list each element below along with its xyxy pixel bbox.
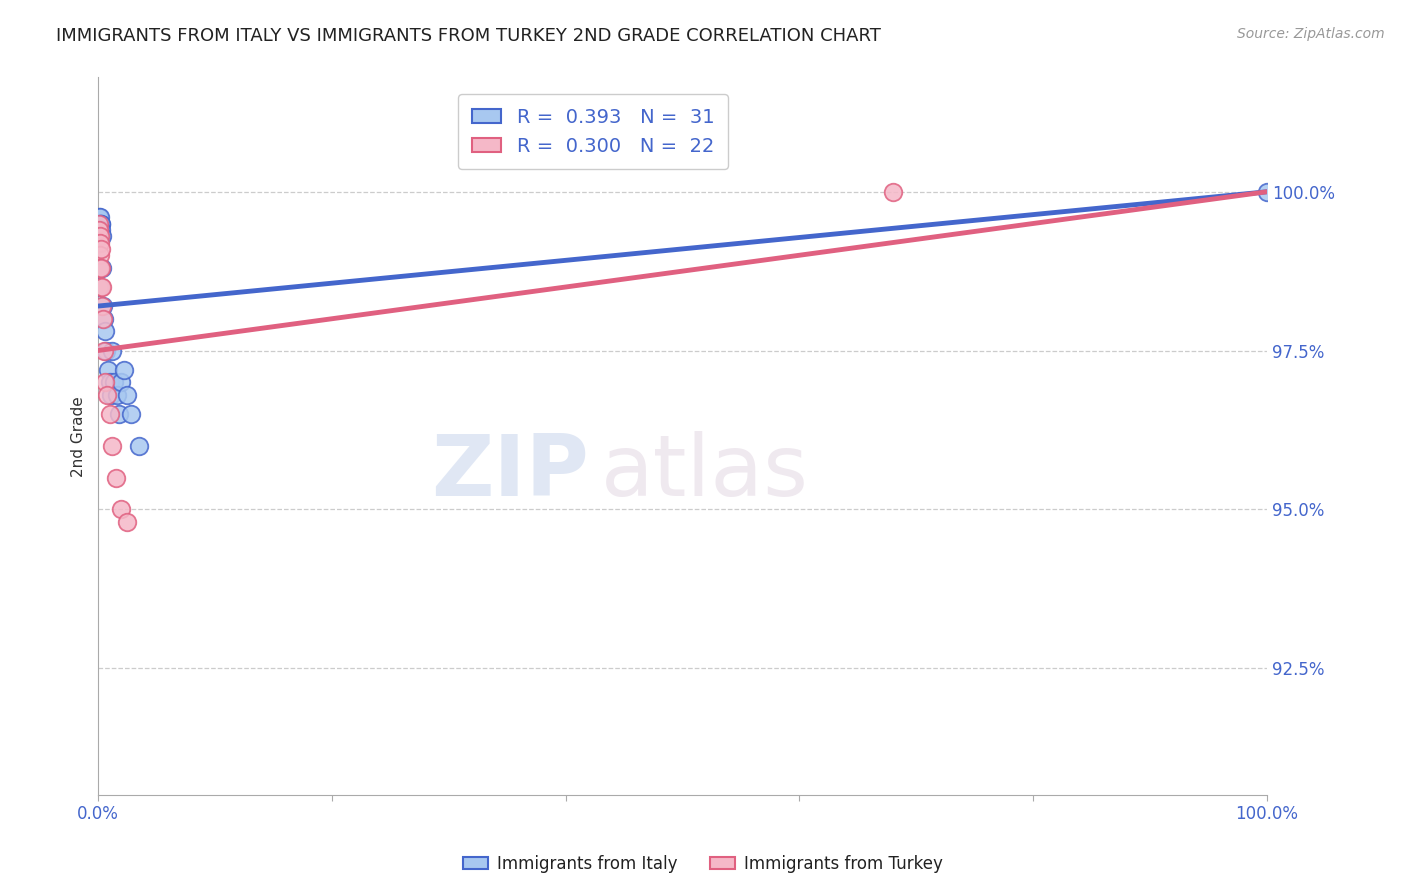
- Point: [104, 470, 127, 484]
- Point: [96, 388, 118, 402]
- Point: [89, 260, 111, 275]
- Point: [100, 388, 122, 402]
- Point: [89, 217, 111, 231]
- Point: [93, 311, 115, 326]
- Point: [90, 229, 112, 244]
- Point: [87, 210, 110, 224]
- Point: [108, 407, 131, 421]
- Point: [90, 242, 112, 256]
- Point: [91, 260, 114, 275]
- Point: [98, 407, 121, 421]
- Point: [89, 217, 111, 231]
- Point: [90, 217, 112, 231]
- Text: atlas: atlas: [600, 431, 808, 514]
- Point: [90, 280, 112, 294]
- Point: [101, 343, 124, 358]
- Point: [90, 223, 112, 237]
- Point: [97, 362, 120, 376]
- Text: ZIP: ZIP: [432, 431, 589, 514]
- Point: [87, 235, 110, 250]
- Point: [103, 376, 125, 390]
- Y-axis label: 2nd Grade: 2nd Grade: [72, 396, 86, 476]
- Point: [110, 376, 132, 390]
- Point: [91, 299, 114, 313]
- Point: [105, 388, 128, 402]
- Point: [87, 280, 110, 294]
- Point: [117, 388, 139, 402]
- Point: [89, 210, 111, 224]
- Legend: R =  0.393   N =  31, R =  0.300   N =  22: R = 0.393 N = 31, R = 0.300 N = 22: [458, 95, 728, 169]
- Point: [91, 299, 114, 313]
- Point: [91, 311, 114, 326]
- Point: [89, 223, 111, 237]
- Point: [89, 248, 111, 262]
- Point: [89, 223, 111, 237]
- Point: [98, 376, 121, 390]
- Point: [90, 260, 112, 275]
- Point: [89, 223, 111, 237]
- Point: [882, 185, 904, 199]
- Point: [94, 325, 117, 339]
- Text: Source: ZipAtlas.com: Source: ZipAtlas.com: [1237, 27, 1385, 41]
- Point: [112, 362, 135, 376]
- Point: [110, 502, 132, 516]
- Point: [89, 229, 111, 244]
- Point: [90, 229, 112, 244]
- Point: [1256, 185, 1278, 199]
- Point: [90, 280, 112, 294]
- Point: [94, 376, 117, 390]
- Point: [101, 439, 124, 453]
- Point: [89, 217, 111, 231]
- Point: [93, 343, 115, 358]
- Point: [120, 407, 142, 421]
- Text: IMMIGRANTS FROM ITALY VS IMMIGRANTS FROM TURKEY 2ND GRADE CORRELATION CHART: IMMIGRANTS FROM ITALY VS IMMIGRANTS FROM…: [56, 27, 882, 45]
- Point: [89, 229, 111, 244]
- Point: [96, 343, 118, 358]
- Point: [117, 515, 139, 529]
- Point: [90, 217, 112, 231]
- Legend: Immigrants from Italy, Immigrants from Turkey: Immigrants from Italy, Immigrants from T…: [457, 848, 949, 880]
- Point: [89, 235, 111, 250]
- Point: [128, 439, 150, 453]
